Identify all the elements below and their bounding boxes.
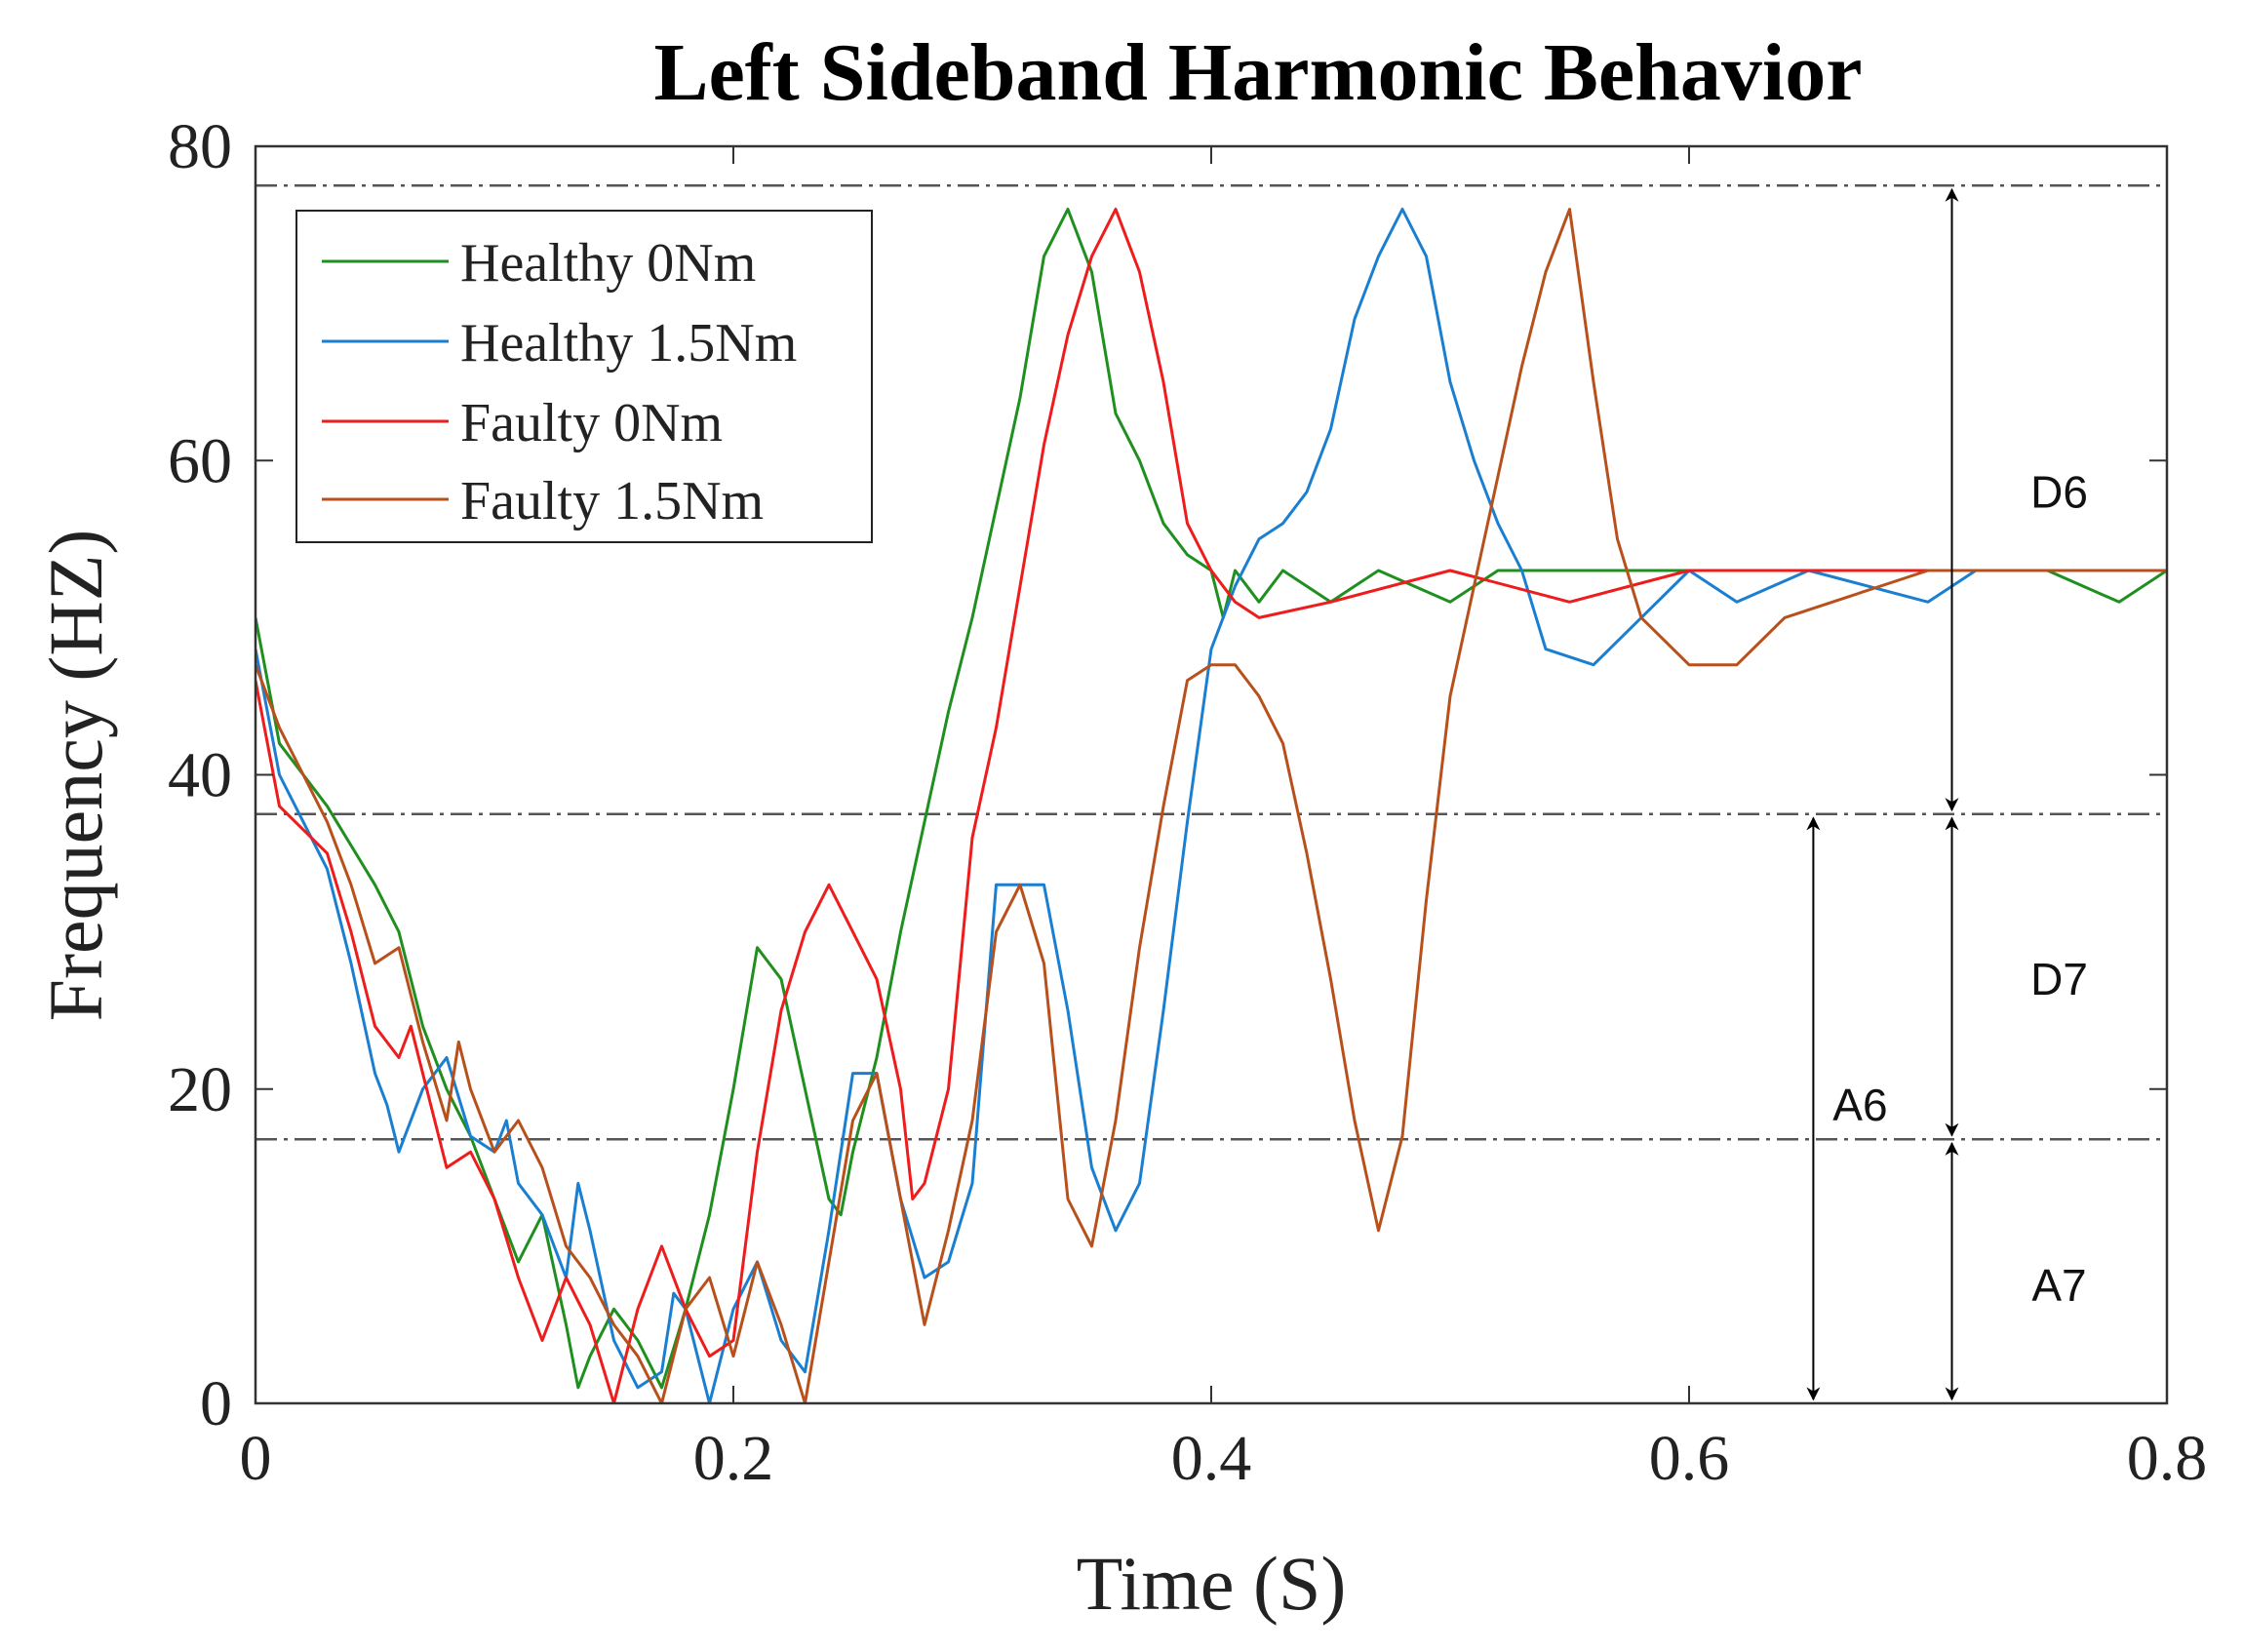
legend-label-faulty-0nm: Faulty 0Nm xyxy=(460,393,723,453)
band-label-d6: D6 xyxy=(2030,466,2088,517)
legend-box xyxy=(295,210,873,543)
axis-ticks: 0 0.2 0.4 0.6 0.8 0 20 40 60 80 xyxy=(168,111,2207,1494)
reference-lines xyxy=(256,184,2167,1141)
y-tick-label: 80 xyxy=(168,111,232,182)
chart-title: Left Sideband Harmonic Behavior xyxy=(653,27,1862,118)
band-label-a7: A7 xyxy=(2031,1260,2086,1311)
y-tick-label: 0 xyxy=(200,1368,232,1439)
y-tick-label: 60 xyxy=(168,425,232,496)
series-layer xyxy=(256,208,2167,1403)
annotation-layer: D6 D7 A7 A6 xyxy=(1806,187,2088,1401)
x-tick-label: 0.6 xyxy=(1649,1423,1730,1494)
band-label-a6: A6 xyxy=(1832,1080,1887,1130)
x-tick-label: 0.4 xyxy=(1171,1423,1252,1494)
legend-label-healthy-15nm: Healthy 1.5Nm xyxy=(460,313,797,374)
legend-label-healthy-0nm: Healthy 0Nm xyxy=(460,233,756,294)
series-line-healthy-0nm xyxy=(256,208,2167,1390)
x-tick-label: 0 xyxy=(240,1423,272,1494)
x-tick-label: 0.8 xyxy=(2127,1423,2208,1494)
x-axis-label: Time (S) xyxy=(1077,1541,1347,1626)
y-tick-label: 20 xyxy=(168,1054,232,1125)
x-tick-label: 0.2 xyxy=(693,1423,774,1494)
y-tick-label: 40 xyxy=(168,740,232,811)
series-line-faulty-15nm xyxy=(256,208,2167,1403)
legend: Healthy 0Nm Healthy 1.5Nm Faulty 0Nm Fau… xyxy=(295,210,873,543)
series-line-faulty-0nm xyxy=(256,208,2167,1403)
band-label-d7: D7 xyxy=(2030,954,2088,1004)
y-axis-label: Frequency (HZ) xyxy=(33,530,118,1022)
legend-label-faulty-15nm: Faulty 1.5Nm xyxy=(460,471,764,531)
